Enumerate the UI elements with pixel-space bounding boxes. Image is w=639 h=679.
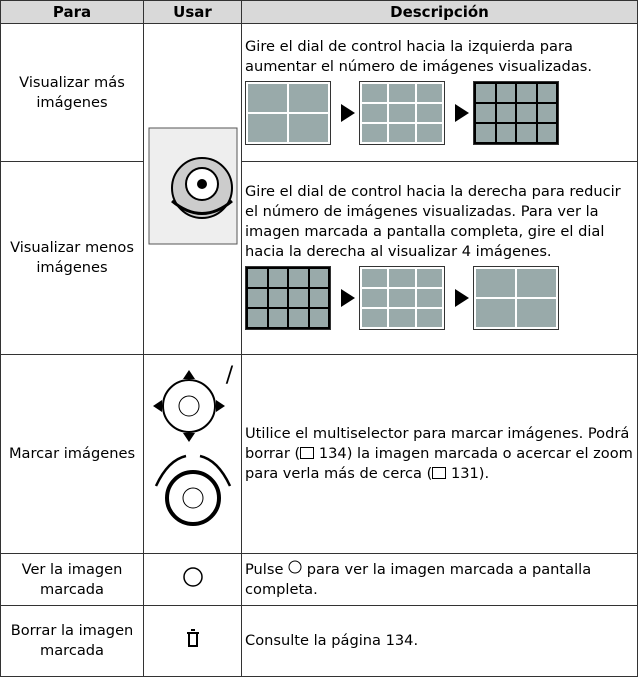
para-cell: Visualizar más imágenes xyxy=(0,23,144,162)
desc-cell: Utilice el multiselector para marcar imá… xyxy=(241,354,638,554)
desc-cell: Consulte la página 134. xyxy=(241,605,638,677)
row: Borrar la imagen marcada Consulte la pág… xyxy=(0,605,638,677)
desc-text: Gire el dial de control hacia la derecha… xyxy=(245,183,621,260)
trash-icon xyxy=(186,629,199,647)
para-cell: Marcar imágenes xyxy=(0,354,144,554)
desc-cell: Gire el dial de control hacia la izquier… xyxy=(241,23,638,162)
multiselector-icon xyxy=(152,370,225,442)
header-cell: Descripción xyxy=(241,0,638,24)
ok-icon xyxy=(182,566,203,587)
dial-image xyxy=(143,23,242,355)
usar-cell xyxy=(143,553,242,606)
dial-icon xyxy=(148,127,237,245)
para-cell: Ver la imagen marcada xyxy=(0,553,144,606)
row: Visualizar menos imágenes Gire el dial d… xyxy=(0,161,638,355)
desc-text: 134) la imagen marcada o acercar el zoom… xyxy=(245,445,633,482)
header-cell: Para xyxy=(0,0,144,24)
desc-cell: Gire el dial de control hacia la derecha… xyxy=(241,161,638,355)
desc-text: Utilice el multiselector para marcar imá… xyxy=(245,425,630,462)
row: Ver la imagen marcada Pulse para ver la … xyxy=(0,553,638,606)
separator: / xyxy=(225,363,234,388)
thumbnails xyxy=(245,266,634,330)
desc-text: Gire el dial de control hacia la izquier… xyxy=(245,37,593,75)
header-cell: Usar xyxy=(143,0,242,24)
desc-cell: Pulse para ver la imagen marcada a panta… xyxy=(241,553,638,606)
desc-text: 131). xyxy=(450,465,490,482)
header-row: Para Usar Descripción xyxy=(0,0,638,24)
usar-cell xyxy=(143,605,242,677)
rotary-icon xyxy=(154,454,231,526)
row: Marcar imágenes / Utilice el multiselect… xyxy=(0,354,638,554)
para-cell: Visualizar menos imágenes xyxy=(0,161,144,355)
desc-text: Pulse xyxy=(245,560,284,578)
para-cell: Borrar la imagen marcada xyxy=(0,605,144,677)
row: Visualizar más imágenes Gire el dial de … xyxy=(0,23,638,355)
desc-text: para ver la imagen marcada a pantalla co… xyxy=(245,560,592,598)
ok-icon xyxy=(288,560,302,573)
usar-cell: / xyxy=(143,354,242,554)
thumbnails xyxy=(245,80,634,145)
